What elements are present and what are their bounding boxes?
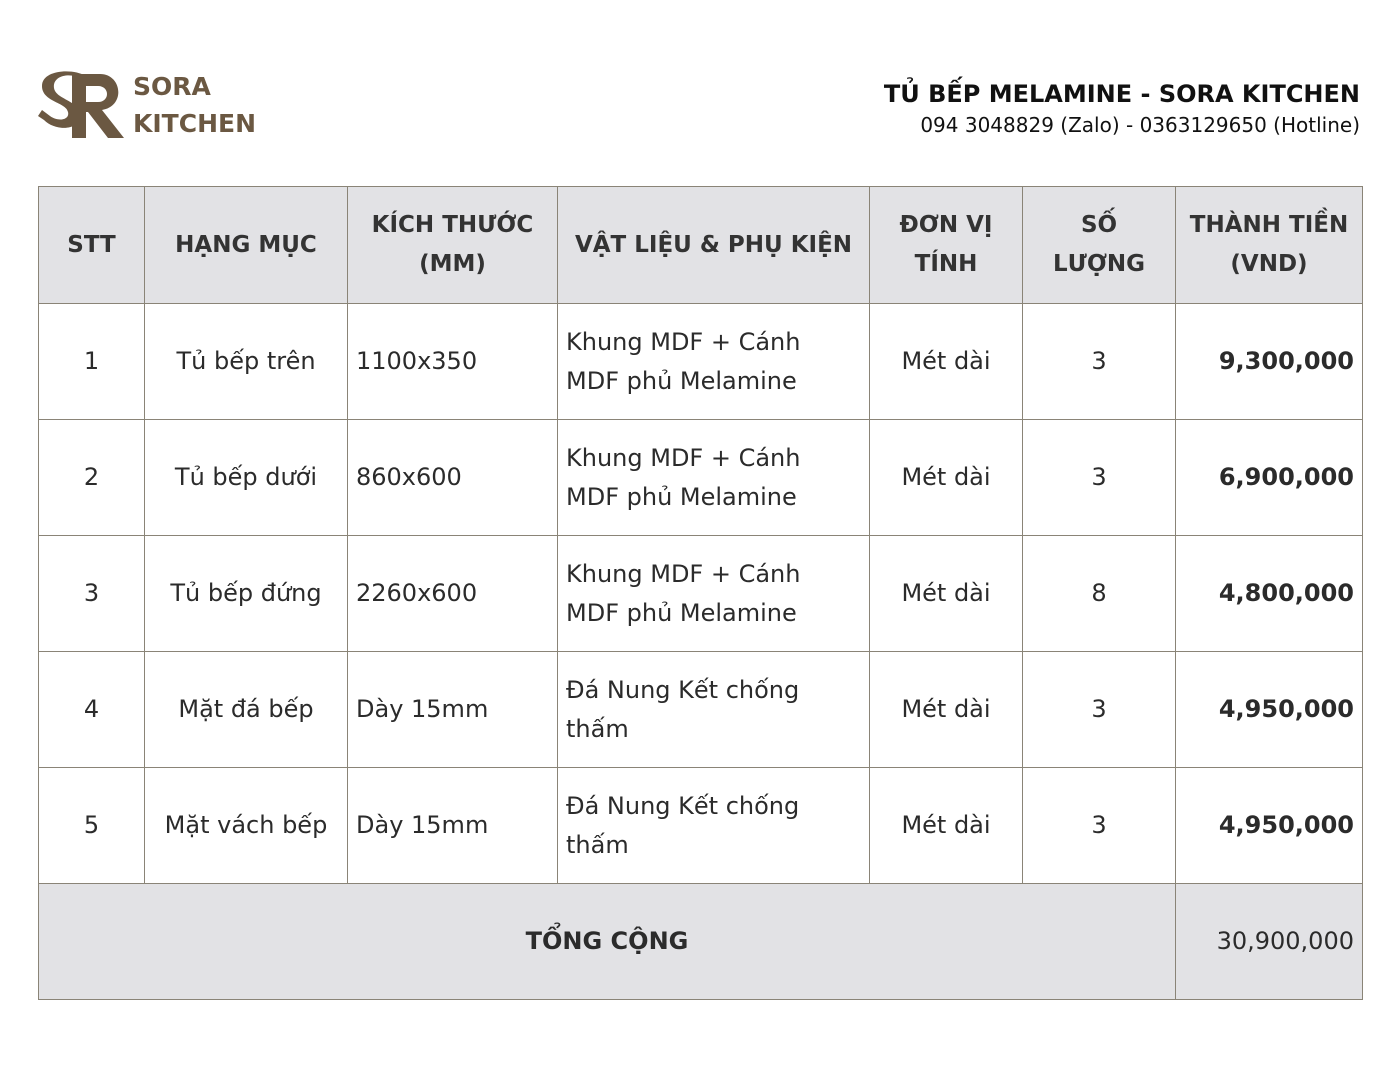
col-header-size: KÍCH THƯỚC (MM) <box>347 186 558 304</box>
cell-item: Mặt đá bếp <box>144 651 348 768</box>
quotation-table: STT HẠNG MỤC KÍCH THƯỚC (MM) VẬT LIỆU & … <box>38 186 1363 1000</box>
cell-qty: 3 <box>1022 651 1176 768</box>
cell-material: Khung MDF + Cánh MDF phủ Melamine <box>557 419 870 536</box>
brand-logo: SORA KITCHEN <box>38 66 256 144</box>
table-row: 1 Tủ bếp trên 1100x350 Khung MDF + Cánh … <box>38 303 1363 420</box>
col-header-material: VẬT LIỆU & PHỤ KIỆN <box>557 186 870 304</box>
cell-qty: 8 <box>1022 535 1176 652</box>
table-row: 5 Mặt vách bếp Dày 15mm Đá Nung Kết chốn… <box>38 767 1363 884</box>
cell-amount: 9,300,000 <box>1175 303 1363 420</box>
logo-line1: SORA <box>133 72 211 101</box>
col-header-item: HẠNG MỤC <box>144 186 348 304</box>
total-value: 30,900,000 <box>1175 883 1363 1000</box>
col-header-qty: SỐ LƯỢNG <box>1022 186 1176 304</box>
table-row: 4 Mặt đá bếp Dày 15mm Đá Nung Kết chống … <box>38 651 1363 768</box>
sr-monogram-logo <box>38 71 124 138</box>
total-row: TỔNG CỘNG 30,900,000 <box>38 883 1363 1000</box>
col-header-amount: THÀNH TIỀN (VND) <box>1175 186 1363 304</box>
total-label: TỔNG CỘNG <box>38 883 1176 1000</box>
cell-amount: 4,950,000 <box>1175 651 1363 768</box>
cell-unit: Mét dài <box>869 419 1023 536</box>
cell-unit: Mét dài <box>869 303 1023 420</box>
cell-material: Đá Nung Kết chống thấm <box>557 651 870 768</box>
cell-unit: Mét dài <box>869 651 1023 768</box>
table-row: 3 Tủ bếp đứng 2260x600 Khung MDF + Cánh … <box>38 535 1363 652</box>
cell-unit: Mét dài <box>869 767 1023 884</box>
cell-stt: 4 <box>38 651 145 768</box>
cell-item: Tủ bếp trên <box>144 303 348 420</box>
cell-item: Mặt vách bếp <box>144 767 348 884</box>
cell-stt: 3 <box>38 535 145 652</box>
cell-size: 860x600 <box>347 419 558 536</box>
cell-qty: 3 <box>1022 419 1176 536</box>
cell-qty: 3 <box>1022 767 1176 884</box>
cell-size: Dày 15mm <box>347 767 558 884</box>
cell-stt: 5 <box>38 767 145 884</box>
col-header-stt: STT <box>38 186 145 304</box>
cell-amount: 4,800,000 <box>1175 535 1363 652</box>
cell-amount: 6,900,000 <box>1175 419 1363 536</box>
cell-item: Tủ bếp đứng <box>144 535 348 652</box>
cell-stt: 2 <box>38 419 145 536</box>
shop-header: TỦ BẾP MELAMINE - SORA KITCHEN 094 30488… <box>884 78 1360 140</box>
logo-line2: KITCHEN <box>133 109 256 138</box>
shop-contact: 094 3048829 (Zalo) - 0363129650 (Hotline… <box>920 113 1360 137</box>
cell-size: 1100x350 <box>347 303 558 420</box>
col-header-unit: ĐƠN VỊ TÍNH <box>869 186 1023 304</box>
cell-size: Dày 15mm <box>347 651 558 768</box>
cell-material: Đá Nung Kết chống thấm <box>557 767 870 884</box>
cell-item: Tủ bếp dưới <box>144 419 348 536</box>
shop-title: TỦ BẾP MELAMINE - SORA KITCHEN <box>883 80 1360 108</box>
cell-unit: Mét dài <box>869 535 1023 652</box>
cell-material: Khung MDF + Cánh MDF phủ Melamine <box>557 303 870 420</box>
cell-qty: 3 <box>1022 303 1176 420</box>
cell-amount: 4,950,000 <box>1175 767 1363 884</box>
cell-material: Khung MDF + Cánh MDF phủ Melamine <box>557 535 870 652</box>
table-row: 2 Tủ bếp dưới 860x600 Khung MDF + Cánh M… <box>38 419 1363 536</box>
cell-stt: 1 <box>38 303 145 420</box>
cell-size: 2260x600 <box>347 535 558 652</box>
table-header-row: STT HẠNG MỤC KÍCH THƯỚC (MM) VẬT LIỆU & … <box>38 186 1363 304</box>
